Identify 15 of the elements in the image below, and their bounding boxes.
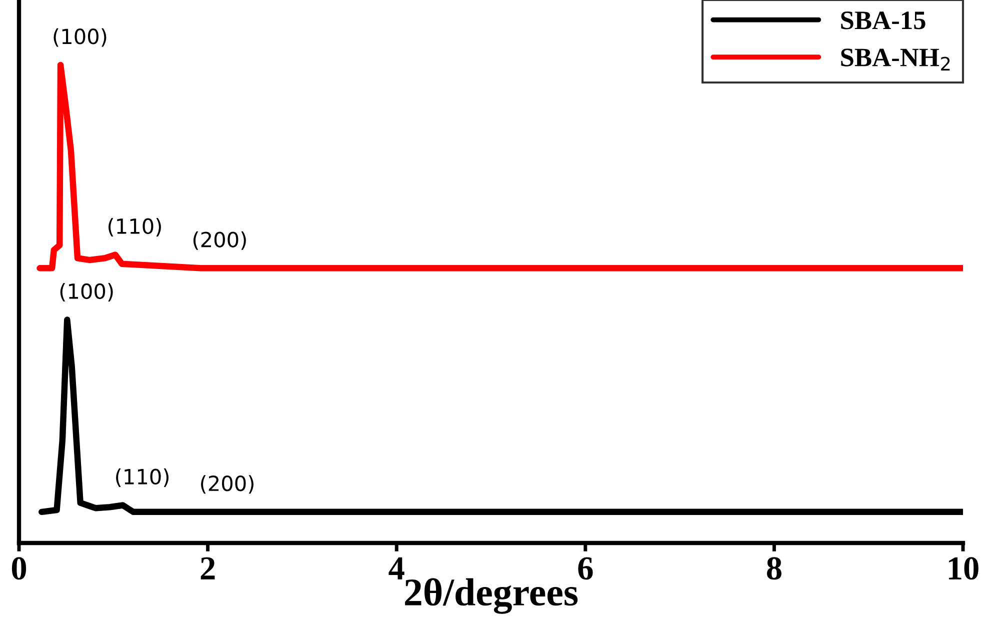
annotation: (200) <box>201 475 254 494</box>
x-tick-label: 0 <box>12 557 26 580</box>
x-tick-label: 4 <box>388 557 404 580</box>
annotation: (110) <box>116 468 169 487</box>
x-tick-label: 2 <box>200 557 215 580</box>
annotation: (100) <box>54 28 106 47</box>
legend-label: SBA-15 <box>841 12 926 30</box>
legend-label: SBA-NH$_{2}$ <box>841 48 950 70</box>
x-tick-label: 10 <box>949 557 978 580</box>
x-tick-label: 8 <box>766 557 782 580</box>
annotation: (110) <box>108 218 161 237</box>
x-axis-title: 2θ/degrees <box>405 578 578 614</box>
annotation: (100) <box>60 282 113 302</box>
annotation: (200) <box>193 231 246 250</box>
x-tick-label: 6 <box>578 557 593 580</box>
